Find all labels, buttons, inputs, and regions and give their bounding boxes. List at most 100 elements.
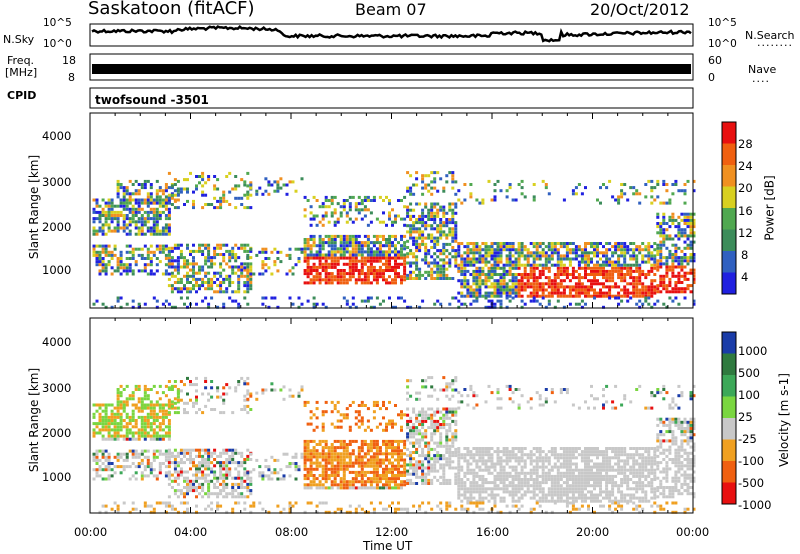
power-cell (222, 256, 226, 260)
velocity-cell (158, 449, 162, 453)
power-cell (240, 203, 244, 206)
velocity-cell (228, 458, 232, 461)
power-cell (436, 214, 440, 218)
velocity-cell (98, 458, 102, 462)
velocity-cell (92, 452, 96, 456)
velocity-cell (369, 439, 373, 443)
power-cell (195, 187, 198, 191)
power-cell (207, 175, 211, 178)
power-cell (671, 290, 675, 294)
power-cell (454, 252, 458, 256)
power-cell (656, 268, 660, 272)
velocity-cell (351, 486, 355, 490)
velocity-cell (210, 461, 214, 465)
power-cell (514, 288, 518, 292)
power-cell (164, 195, 168, 199)
power-cell (559, 282, 563, 286)
power-cell (605, 269, 609, 273)
power-cell (562, 263, 566, 267)
power-cell (321, 265, 325, 269)
velocity-cell (375, 470, 379, 474)
power-cell (213, 256, 217, 260)
power-cell (587, 279, 590, 283)
power-cell (134, 260, 138, 264)
power-cell (119, 186, 123, 190)
velocity-cell (309, 461, 313, 465)
power-cell (400, 256, 403, 260)
velocity-cell (192, 473, 195, 477)
power-cell (686, 215, 690, 219)
velocity-cell (363, 461, 367, 465)
power-cell (577, 294, 581, 298)
velocity-cell (204, 461, 208, 465)
power-cell (538, 257, 542, 261)
velocity-cell (143, 391, 147, 395)
power-cell (692, 302, 696, 306)
power-cell (201, 171, 205, 175)
power-cell (149, 269, 153, 273)
power-cell (493, 263, 497, 267)
power-cell (680, 218, 684, 222)
velocity-cell (152, 458, 156, 462)
power-cell (330, 244, 334, 248)
power-cell (397, 253, 400, 257)
velocity-cell (143, 428, 147, 432)
power-cell (204, 262, 208, 266)
power-cell (213, 206, 217, 210)
power-cell (339, 275, 343, 279)
velocity-cell (348, 464, 352, 468)
power-cell (125, 214, 129, 217)
power-cell (499, 282, 503, 286)
power-cell (484, 254, 488, 258)
power-cell (593, 245, 596, 249)
power-cell (333, 250, 337, 254)
power-cell (442, 221, 446, 225)
velocity-cell (375, 483, 379, 487)
power-cell (520, 254, 524, 258)
power-cell (623, 192, 627, 196)
velocity-cell (406, 435, 410, 439)
power-cell (680, 212, 684, 216)
cpid-program: twofsound -3501 (95, 93, 209, 107)
power-cell (276, 189, 280, 193)
power-cell (647, 296, 651, 300)
velocity-cell (360, 464, 364, 468)
velocity-cell (403, 446, 407, 450)
power-cell (662, 231, 666, 235)
power-cell (161, 244, 165, 248)
power-cell (140, 257, 144, 260)
power-cell (134, 207, 138, 211)
velocity-cell (219, 492, 223, 496)
power-cell (686, 271, 690, 275)
power-cell (421, 299, 425, 303)
power-cell (635, 294, 639, 298)
velocity-cell (198, 464, 201, 468)
power-cell (155, 220, 159, 224)
power-cell (406, 252, 410, 256)
power-cell (192, 206, 195, 210)
power-cell (382, 278, 385, 282)
velocity-cell (433, 423, 437, 426)
power-cell (385, 195, 388, 199)
power-cell (635, 245, 639, 249)
power-cell (617, 285, 621, 289)
velocity-cell (210, 454, 214, 458)
velocity-cell (134, 471, 138, 475)
power-cell (137, 305, 141, 309)
velocity-cell (451, 419, 455, 423)
power-cell (490, 257, 494, 261)
velocity-cell (321, 458, 325, 462)
velocity-cell (342, 461, 346, 465)
velocity-cell (457, 400, 461, 404)
velocity-cell (457, 484, 461, 488)
power-cell (614, 245, 618, 249)
velocity-cell (225, 495, 229, 499)
power-cell (107, 229, 111, 233)
velocity-cell (385, 443, 388, 446)
velocity-cell (324, 443, 328, 446)
power-cell (683, 296, 687, 300)
power-cell (348, 205, 352, 209)
power-cell (122, 186, 126, 190)
power-cell (409, 261, 413, 265)
velocity-cell (406, 469, 410, 473)
